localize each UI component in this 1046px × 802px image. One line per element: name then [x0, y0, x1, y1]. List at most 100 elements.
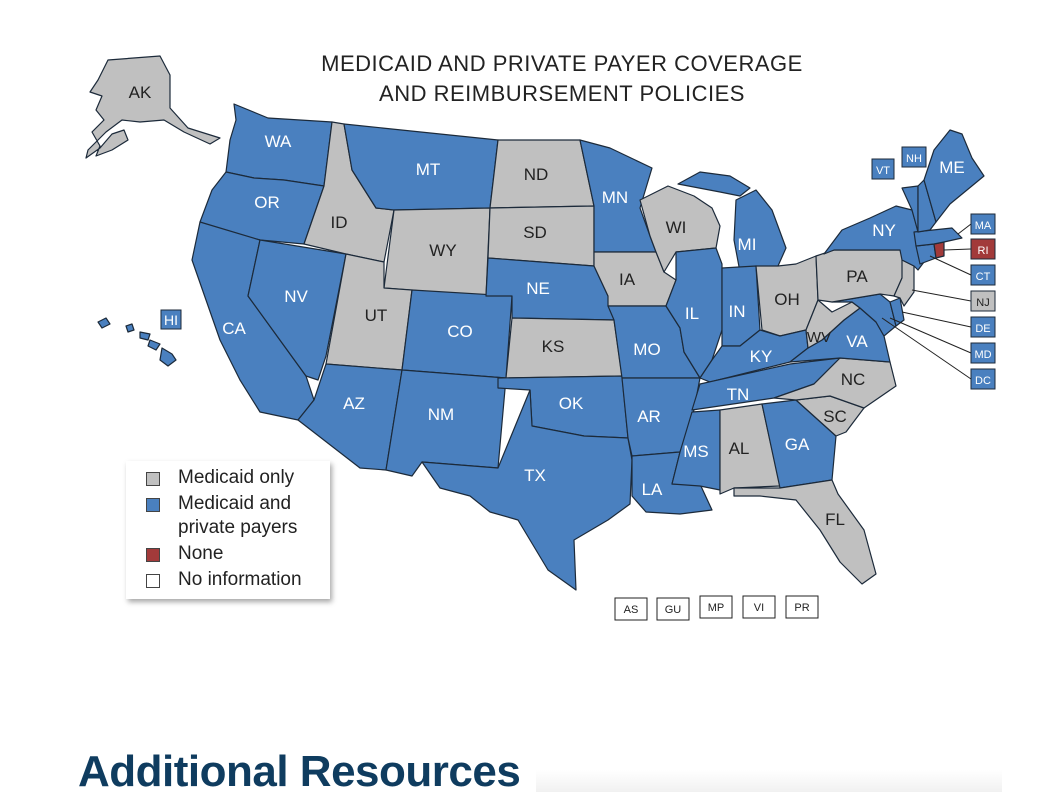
state-az[interactable]: [297, 363, 403, 471]
state-ga[interactable]: [761, 399, 837, 489]
state-ct[interactable]: [915, 243, 937, 265]
state-label-fl: FL: [825, 510, 845, 529]
legend-item-medicaid-only: Medicaid only: [146, 466, 330, 490]
territory-box-as: [614, 597, 648, 621]
state-de[interactable]: [889, 297, 905, 327]
state-label-ak: AK: [129, 83, 152, 102]
state-label-wv: WV: [807, 329, 831, 346]
state-ma[interactable]: [913, 227, 963, 247]
state-hi-island-2[interactable]: [125, 323, 135, 333]
territory-box-vi: [742, 595, 776, 619]
state-label-nv: NV: [284, 287, 308, 306]
leader-de: [901, 311, 972, 328]
legend-label-medicaid-only: Medicaid only: [178, 467, 295, 488]
legend-label-none: None: [178, 543, 224, 564]
state-label-ar: AR: [637, 407, 661, 426]
state-label-mo: MO: [633, 340, 660, 359]
territory-label-mp: MP: [708, 602, 725, 614]
hi-label-box: [160, 309, 182, 330]
ct-label-box: [970, 264, 996, 286]
state-label-vt: VT: [876, 165, 890, 177]
legend-swatch-no-information: [146, 574, 160, 588]
leader-ri: [943, 248, 972, 251]
state-label-ga: GA: [785, 435, 810, 454]
state-hi-island-5[interactable]: [159, 347, 177, 367]
map-title-line-2: AND REIMBURSEMENT POLICIES: [379, 81, 745, 106]
hawaii-islands[interactable]: [97, 317, 177, 367]
state-label-sd: SD: [523, 223, 547, 242]
state-hi-island-3[interactable]: [139, 331, 151, 341]
legend-label-no-information: No information: [178, 569, 302, 590]
additional-resources-heading: Additional Resources: [78, 747, 521, 796]
state-label-md: MD: [974, 349, 991, 361]
state-label-ca: CA: [222, 319, 246, 338]
state-nj[interactable]: [893, 259, 915, 307]
md-label-box: [970, 342, 996, 364]
state-hi-island-4[interactable]: [147, 339, 161, 351]
nh-label-box: [901, 146, 927, 168]
state-label-de: DE: [975, 323, 990, 335]
territory-box-pr: [785, 595, 819, 619]
state-label-az: AZ: [343, 394, 365, 413]
state-label-al: AL: [729, 439, 750, 458]
state-mi[interactable]: [677, 171, 787, 273]
leader-nj: [911, 289, 972, 302]
state-label-pa: PA: [846, 267, 868, 286]
state-label-ok: OK: [559, 394, 584, 413]
state-label-ia: IA: [619, 270, 636, 289]
state-label-mn: MN: [602, 188, 628, 207]
leader-ma: [957, 223, 972, 235]
state-fl[interactable]: [733, 479, 877, 585]
state-label-id: ID: [331, 213, 348, 232]
territory-label-vi: VI: [754, 602, 764, 614]
legend-item-none: None: [146, 542, 330, 566]
leader-ct: [929, 255, 972, 276]
state-label-dc: DC: [975, 375, 991, 387]
ri-label-box: [970, 238, 996, 260]
state-al[interactable]: [719, 403, 781, 495]
state-label-ms: MS: [683, 442, 709, 461]
state-label-sc: SC: [823, 407, 847, 426]
state-label-tn: TN: [727, 385, 750, 404]
territory-label-pr: PR: [794, 602, 809, 614]
leader-md: [889, 317, 972, 354]
territory-box-gu: [656, 597, 690, 621]
state-label-ut: UT: [365, 306, 388, 325]
vt-label-box: [871, 158, 895, 180]
state-ak[interactable]: [85, 55, 221, 159]
state-label-ri: RI: [978, 245, 989, 257]
state-label-me: ME: [939, 158, 965, 177]
nj-label-box: [970, 290, 996, 312]
state-label-nj: NJ: [976, 297, 989, 309]
legend-item-medicaid-and-private: Medicaid and private payers: [146, 492, 330, 540]
territory-label-gu: GU: [665, 604, 682, 616]
state-label-mt: MT: [416, 160, 441, 179]
de-label-box: [970, 316, 996, 338]
state-or[interactable]: [199, 171, 325, 245]
state-label-ky: KY: [750, 347, 773, 366]
state-label-tx: TX: [524, 466, 546, 485]
legend-swatch-medicaid-and-private: [146, 498, 160, 512]
state-md[interactable]: [831, 293, 897, 337]
state-label-wa: WA: [265, 132, 292, 151]
state-label-ks: KS: [542, 337, 565, 356]
state-label-ne: NE: [526, 279, 550, 298]
state-label-wi: WI: [666, 218, 687, 237]
state-label-nc: NC: [841, 370, 866, 389]
state-label-ma: MA: [975, 220, 992, 232]
territory-boxes: AS GU MP VI PR: [614, 595, 819, 621]
state-label-wy: WY: [429, 241, 456, 260]
state-nc[interactable]: [773, 357, 897, 409]
state-me[interactable]: [923, 129, 985, 223]
state-ri[interactable]: [933, 241, 945, 259]
state-tx[interactable]: [421, 389, 633, 591]
state-label-in: IN: [729, 302, 746, 321]
legend-swatch-medicaid-only: [146, 472, 160, 486]
state-hi[interactable]: [97, 317, 111, 329]
state-nh[interactable]: [917, 179, 937, 233]
legend-swatch-none: [146, 548, 160, 562]
state-label-co: CO: [447, 322, 473, 341]
state-label-va: VA: [846, 332, 868, 351]
state-label-nh: NH: [906, 153, 922, 165]
